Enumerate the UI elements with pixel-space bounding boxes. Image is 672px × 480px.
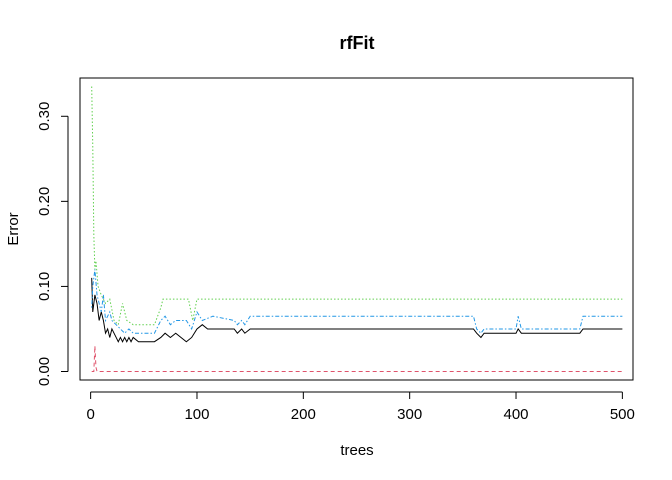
x-axis: 0 100 200 300 400 500 (86, 391, 635, 423)
x-tick-label: 400 (504, 406, 529, 423)
series-line-3 (91, 86, 623, 326)
x-tick-label: 0 (86, 406, 94, 423)
y-tick-label: 0.30 (36, 102, 53, 131)
y-tick-label: 0.00 (36, 357, 53, 386)
series-line-4 (91, 269, 623, 334)
chart-title: rfFit (340, 33, 375, 53)
series-line-2 (91, 345, 623, 372)
y-tick-label: 0.20 (36, 187, 53, 216)
x-tick-label: 200 (291, 406, 316, 423)
plot-frame (79, 77, 634, 381)
x-tick-label: 300 (397, 406, 422, 423)
series-line-1 (91, 277, 623, 343)
x-tick-label: 100 (184, 406, 209, 423)
x-tick-label: 500 (610, 406, 635, 423)
y-axis-title: Error (5, 212, 22, 245)
y-tick-label: 0.10 (36, 272, 53, 301)
series-layer (91, 86, 623, 372)
y-axis: 0.00 0.10 0.20 0.30 (36, 102, 69, 386)
x-axis-title: trees (340, 442, 373, 459)
